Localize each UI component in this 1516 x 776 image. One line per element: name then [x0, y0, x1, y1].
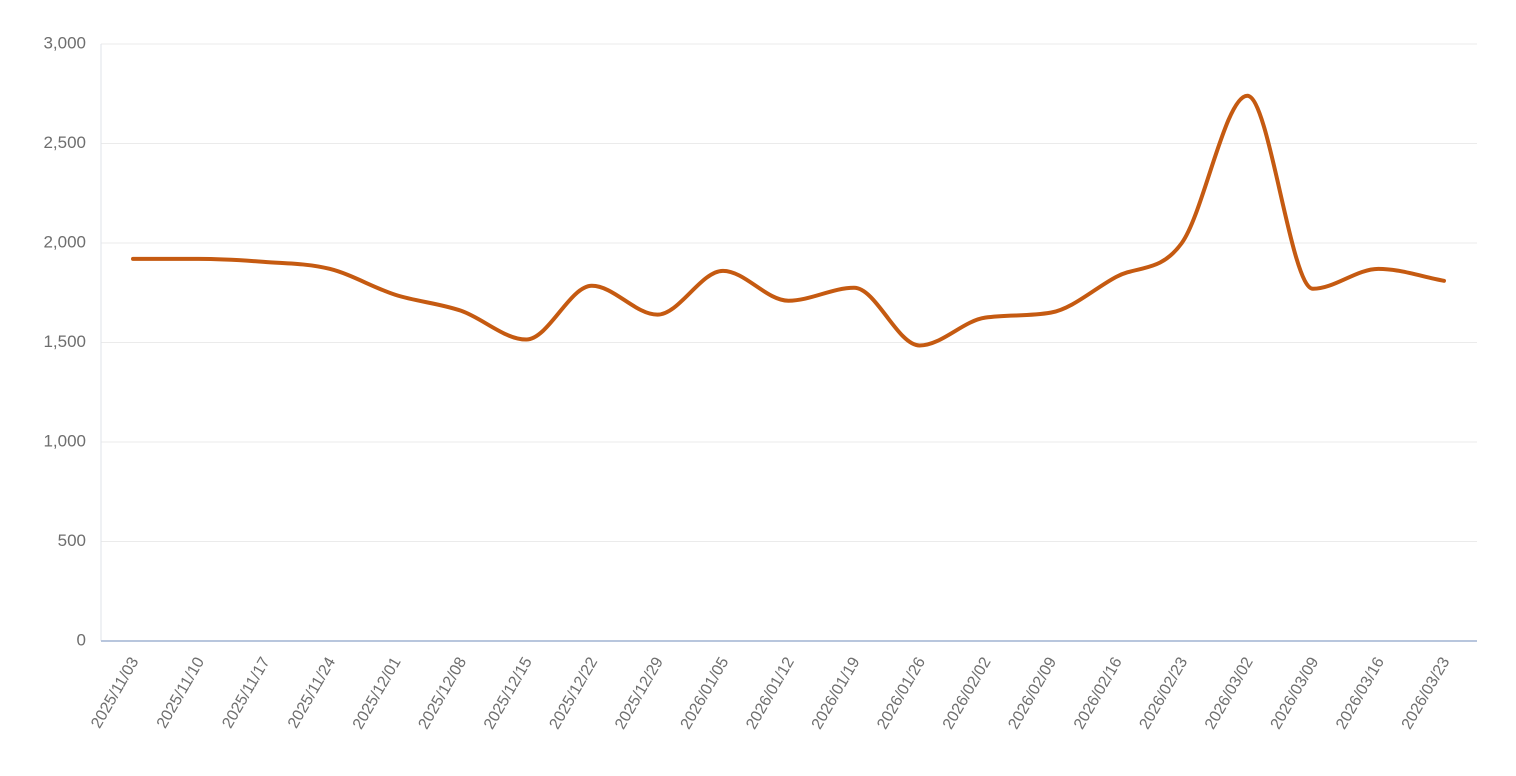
data-point[interactable] — [1439, 276, 1449, 286]
x-tick-label: 2025/12/22 — [547, 654, 602, 732]
data-point[interactable] — [1177, 238, 1187, 248]
data-point[interactable] — [194, 254, 204, 264]
x-tick-label: 2026/03/09 — [1268, 654, 1323, 732]
x-tick-label: 2026/02/09 — [1005, 654, 1060, 732]
x-tick-label: 2026/03/02 — [1202, 654, 1257, 732]
y-tick-label: 2,000 — [43, 232, 86, 251]
data-point[interactable] — [325, 264, 335, 274]
x-tick-label: 2026/02/02 — [940, 654, 995, 732]
data-point[interactable] — [521, 335, 531, 345]
x-tick-label: 2025/11/17 — [219, 654, 273, 731]
x-tick-label: 2026/03/16 — [1333, 654, 1388, 732]
x-tick-label: 2026/01/19 — [809, 654, 864, 732]
x-tick-label: 2025/11/03 — [88, 654, 142, 731]
data-point[interactable] — [456, 306, 466, 316]
x-tick-label: 2025/11/24 — [285, 654, 339, 731]
x-tick-label: 2025/12/29 — [612, 654, 667, 732]
data-point[interactable] — [390, 290, 400, 300]
data-point[interactable] — [652, 310, 662, 320]
axes — [100, 44, 1477, 642]
data-point[interactable] — [128, 254, 138, 264]
x-tick-label: 2026/01/05 — [678, 654, 733, 732]
y-tick-label: 500 — [58, 531, 86, 550]
data-point[interactable] — [1046, 308, 1056, 318]
data-point[interactable] — [980, 313, 990, 323]
data-point[interactable] — [587, 281, 597, 291]
series-layer — [128, 91, 1449, 350]
y-tick-label: 1,500 — [43, 332, 86, 351]
x-tick-label: 2026/02/23 — [1137, 654, 1192, 732]
y-tick-label: 3,000 — [43, 33, 86, 52]
data-point[interactable] — [1373, 264, 1383, 274]
x-tick-label: 2025/12/08 — [415, 654, 470, 732]
y-tick-label: 2,500 — [43, 133, 86, 152]
data-point[interactable] — [1242, 91, 1252, 101]
gridlines — [101, 43, 1477, 542]
x-tick-label: 2026/01/12 — [743, 654, 798, 732]
x-tick-label: 2026/02/16 — [1071, 654, 1126, 732]
x-tick-label: 2025/12/01 — [350, 654, 405, 732]
y-tick-label: 1,000 — [43, 431, 86, 450]
x-tick-label: 2026/03/23 — [1399, 654, 1454, 732]
data-point[interactable] — [784, 296, 794, 306]
series-line-0 — [131, 93, 1446, 348]
data-point[interactable] — [718, 266, 728, 276]
data-point[interactable] — [849, 283, 859, 293]
x-tick-label: 2026/01/26 — [874, 654, 929, 732]
data-point[interactable] — [1308, 284, 1318, 294]
data-point[interactable] — [1111, 272, 1121, 282]
data-point[interactable] — [259, 257, 269, 267]
y-tick-label: 0 — [77, 630, 86, 649]
x-tick-label: 2025/12/15 — [481, 654, 536, 732]
x-axis-tick-labels: 2025/11/03 2025/11/10 2025/11/17 2025/11/24… — [88, 654, 1453, 732]
data-point[interactable] — [915, 340, 925, 350]
x-tick-label: 2025/11/10 — [154, 654, 208, 731]
y-axis-tick-labels: 0 500 1,000 1,500 2,000 2,500 3,000 — [43, 33, 86, 649]
